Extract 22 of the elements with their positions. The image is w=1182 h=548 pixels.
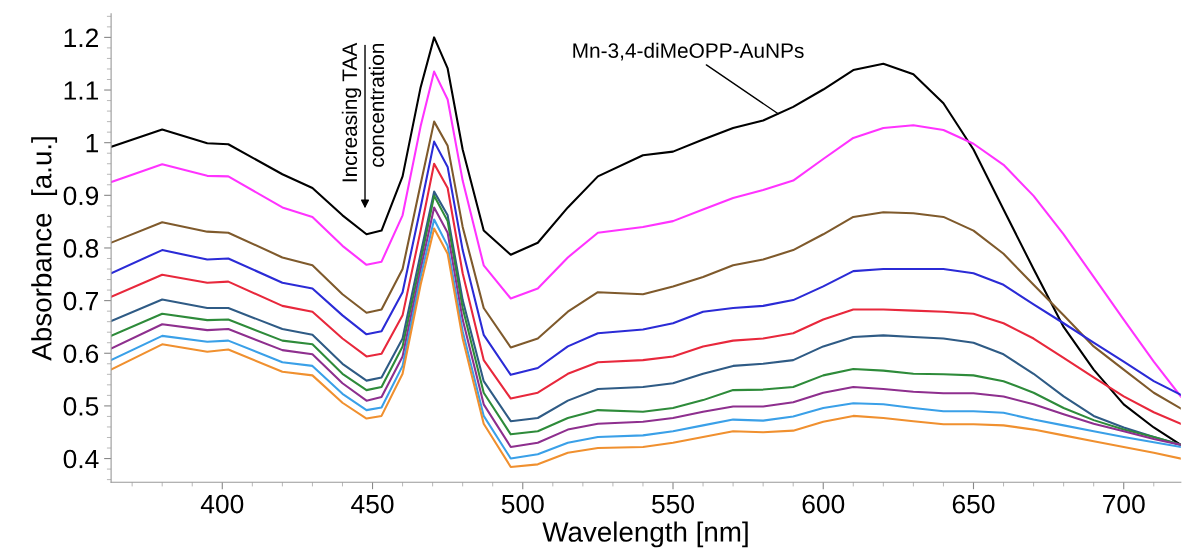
x-axis-title: Wavelength [nm]: [542, 521, 748, 548]
y-tick-label: 0.6: [63, 344, 99, 364]
y-tick-label: 1: [86, 134, 99, 153]
x-tick-label: 650: [952, 494, 995, 514]
annotation: Mn-3,4-diMeOPP-AuNPs: [573, 42, 804, 61]
y-tick-label: 1.1: [64, 81, 99, 100]
y-tick-label: 0.8: [63, 239, 99, 258]
line-series: [111, 36, 1181, 446]
annotation: Increasing TAA: [341, 42, 362, 182]
y-tick-label: 0.4: [63, 449, 99, 469]
annotation: concentration: [368, 44, 385, 167]
x-tick-label: 700: [1103, 494, 1145, 514]
y-tick-label: 0.5: [63, 397, 99, 416]
x-tick-label: 500: [501, 494, 544, 514]
y-tick-label: 0.7: [63, 291, 98, 311]
x-tick-label: 600: [802, 494, 845, 514]
x-tick-label: 400: [200, 494, 244, 514]
x-tick-label: 450: [351, 494, 394, 514]
y-tick-label: 0.9: [63, 186, 99, 206]
x-tick-label: 550: [652, 494, 694, 514]
y-axis-title: Absorbance [a.u.]: [31, 137, 58, 361]
y-tick-label: 1.2: [64, 28, 98, 47]
